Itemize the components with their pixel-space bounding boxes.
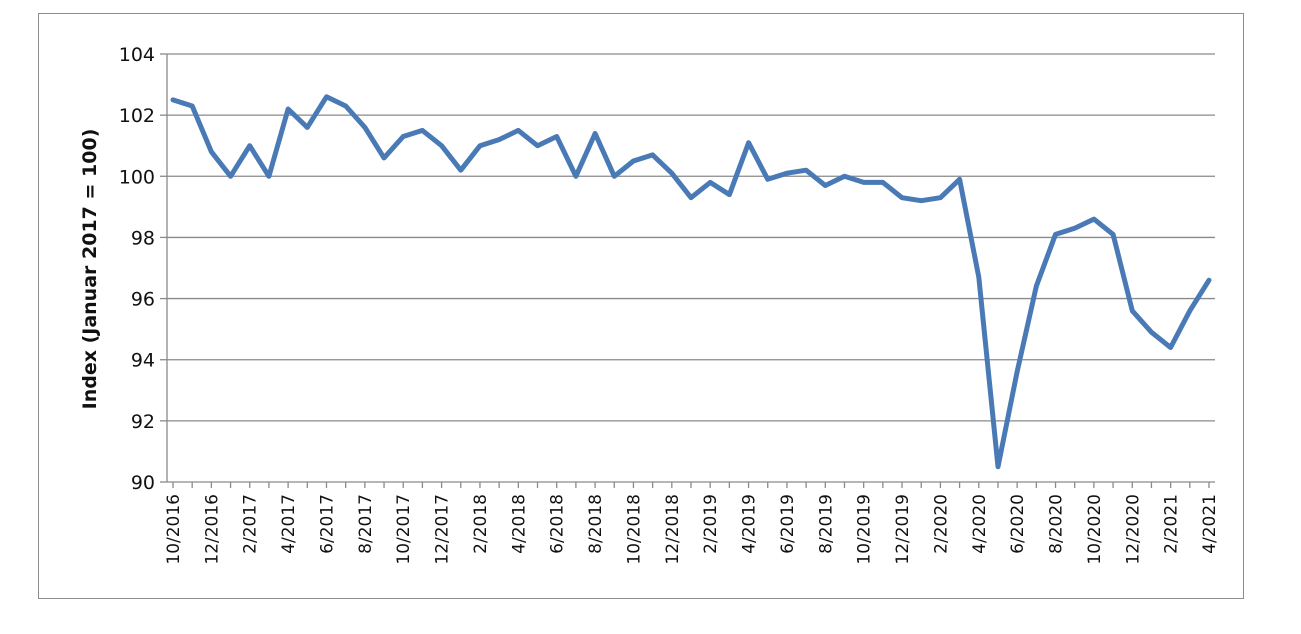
data-point <box>401 134 406 139</box>
data-point <box>650 152 655 158</box>
x-tick-label: 8/2020 <box>1047 494 1067 554</box>
data-point <box>1091 216 1097 222</box>
data-point <box>1149 330 1154 335</box>
data-point <box>938 195 943 200</box>
x-tick-label: 4/2017 <box>279 494 299 554</box>
data-point <box>439 143 444 148</box>
x-tick-label: 2/2020 <box>931 494 951 554</box>
data-point <box>746 140 751 145</box>
x-tick-label: 10/2016 <box>164 494 184 565</box>
x-tick-label: 4/2020 <box>970 494 990 554</box>
x-tick-label: 10/2019 <box>855 494 875 565</box>
x-tick-label: 8/2017 <box>356 494 376 554</box>
data-point <box>1168 345 1173 350</box>
x-tick-label: 2/2017 <box>241 494 261 554</box>
data-point <box>266 174 272 179</box>
data-point <box>554 134 559 139</box>
grid-lines <box>160 53 1215 488</box>
data-point <box>1034 284 1039 289</box>
x-tick-label: 8/2019 <box>816 494 836 554</box>
data-point <box>573 174 579 179</box>
x-tick-label: 4/2019 <box>740 494 760 554</box>
data-point <box>919 198 924 203</box>
data-point <box>765 177 770 182</box>
x-tick-label: 6/2020 <box>1008 494 1028 554</box>
data-point <box>708 180 713 185</box>
data-point <box>305 125 310 130</box>
data-point <box>727 192 732 197</box>
data-point <box>669 171 674 176</box>
y-axis-ticks: 90 92 94 96 98 100 102 104 <box>119 44 155 494</box>
data-point <box>1130 308 1135 313</box>
data-point <box>688 195 694 200</box>
data-point <box>995 464 1001 469</box>
y-tick-label: 96 <box>131 289 155 311</box>
data-point <box>228 174 233 179</box>
y-tick-label: 98 <box>131 227 155 249</box>
data-point <box>976 275 981 280</box>
data-point <box>170 97 176 103</box>
chart-frame: 90 92 94 96 98 100 102 104 10/2016 12/2016 2/2017… <box>38 13 1244 599</box>
y-axis-label: Index (Januar 2017 = 100) <box>79 129 101 410</box>
data-point <box>1014 369 1020 375</box>
y-tick-label: 104 <box>119 44 155 66</box>
x-tick-label: 12/2020 <box>1123 494 1143 565</box>
x-tick-label: 2/2021 <box>1162 494 1182 554</box>
data-point <box>1110 232 1116 237</box>
series-line <box>170 94 1212 470</box>
data-point <box>343 103 348 109</box>
x-tick-label: 12/2019 <box>893 494 913 565</box>
x-tick-label: 12/2018 <box>663 494 683 565</box>
x-tick-label: 4/2018 <box>509 494 529 554</box>
series-layer <box>170 94 1212 470</box>
x-tick-label: 6/2018 <box>548 494 568 554</box>
y-tick-label: 102 <box>119 105 155 127</box>
data-point <box>535 143 540 148</box>
data-point <box>190 103 195 109</box>
data-point <box>842 174 847 179</box>
data-point <box>247 143 252 148</box>
data-point <box>631 158 636 164</box>
data-point <box>784 171 790 176</box>
data-point <box>362 125 368 130</box>
x-tick-label: 4/2021 <box>1200 494 1220 554</box>
x-tick-label: 6/2019 <box>778 494 798 554</box>
data-point <box>1072 226 1077 231</box>
data-point <box>1187 308 1193 313</box>
data-point <box>803 168 809 173</box>
data-point <box>324 94 329 100</box>
y-tick-label: 100 <box>119 166 155 188</box>
data-point <box>420 128 425 133</box>
data-point <box>1053 232 1058 237</box>
data-point <box>880 180 886 185</box>
data-point <box>516 128 521 133</box>
data-point <box>458 168 463 173</box>
x-tick-label: 12/2016 <box>202 494 222 565</box>
x-axis-ticks: 10/2016 12/2016 2/2017 4/2017 6/2017 8/2017 10… <box>164 494 1220 565</box>
x-tick-label: 2/2019 <box>701 494 721 554</box>
data-point <box>612 174 617 179</box>
data-point <box>496 137 502 142</box>
data-point <box>957 177 962 182</box>
data-point <box>209 149 214 154</box>
data-point <box>1206 278 1212 283</box>
data-point <box>477 143 483 148</box>
x-tick-label: 10/2018 <box>624 494 644 565</box>
data-point <box>861 180 866 185</box>
x-tick-label: 2/2018 <box>471 494 491 554</box>
y-tick-label: 90 <box>131 472 155 494</box>
x-tick-label: 10/2020 <box>1085 494 1105 565</box>
y-tick-label: 92 <box>131 411 155 433</box>
x-tick-label: 6/2017 <box>317 494 337 554</box>
x-tick-label: 8/2018 <box>586 494 606 554</box>
y-tick-label: 94 <box>131 350 155 372</box>
x-tick-label: 12/2017 <box>433 494 453 565</box>
data-point <box>285 106 291 112</box>
x-tick-label: 10/2017 <box>394 494 414 565</box>
data-point <box>823 183 828 188</box>
data-point <box>592 131 598 136</box>
data-point <box>381 155 387 161</box>
line-chart: 90 92 94 96 98 100 102 104 10/2016 12/2016 2/2017… <box>79 44 1220 565</box>
data-point <box>899 195 905 200</box>
